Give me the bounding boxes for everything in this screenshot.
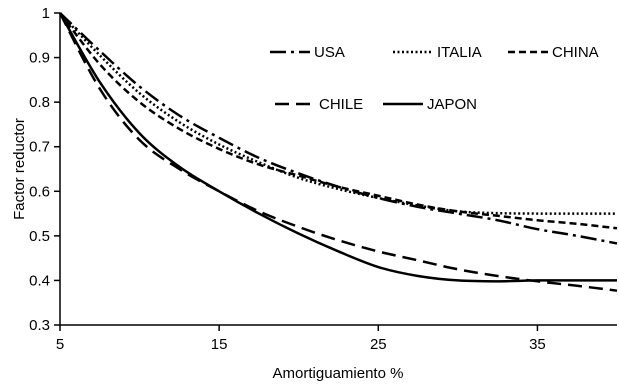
legend-label-italia: ITALIA — [437, 44, 482, 61]
y-tick-label: 0.7 — [29, 139, 50, 156]
plot-area — [59, 13, 617, 326]
y-tick-label: 1 — [42, 5, 50, 22]
legend-label-chile: CHILE — [319, 96, 363, 113]
x-tick-label: 25 — [370, 336, 387, 353]
x-tick-label: 15 — [211, 336, 228, 353]
x-axis-title: Amortiguamiento % — [273, 365, 404, 382]
y-tick-label: 0.8 — [29, 94, 50, 111]
series-line-japon — [58, 12, 617, 283]
y-tick-label: 0.9 — [29, 50, 50, 67]
legend: USA ITALIA CHINA CHILE JAPON — [270, 44, 599, 113]
y-tick-label: 0.5 — [29, 228, 50, 245]
series-line-italia — [59, 12, 617, 215]
x-tick-label: 35 — [529, 336, 546, 353]
x-axis-ticks: 5 15 25 35 — [56, 325, 546, 353]
y-tick-label: 0.6 — [29, 183, 50, 200]
legend-label-usa: USA — [314, 44, 345, 61]
y-tick-label: 0.4 — [29, 272, 50, 289]
y-axis-title: Factor reductor — [11, 118, 28, 220]
y-tick-label: 0.3 — [29, 317, 50, 334]
series-line-usa — [59, 12, 618, 245]
series-lines — [58, 12, 618, 292]
x-tick-label: 5 — [56, 336, 64, 353]
legend-label-japon: JAPON — [427, 96, 477, 113]
y-axis-ticks: 0.3 0.4 0.5 0.6 0.7 0.8 0.9 1 — [29, 5, 60, 334]
legend-label-china: CHINA — [552, 44, 599, 61]
series-line-chile — [58, 12, 618, 292]
